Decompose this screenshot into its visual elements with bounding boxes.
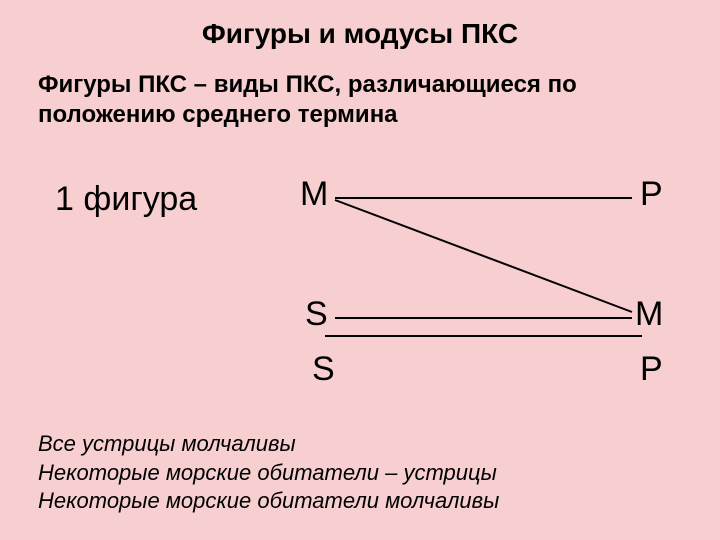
term-row2-right: M: [635, 295, 663, 334]
term-row1-left: M: [300, 175, 328, 214]
figure-label: 1 фигура: [55, 180, 197, 219]
page-title: Фигуры и модусы ПКС: [0, 18, 720, 50]
term-concl-left: S: [312, 350, 335, 389]
example-block: Все устрицы молчаливы Некоторые морские …: [38, 430, 499, 516]
term-concl-right: P: [640, 350, 663, 389]
term-row2-left: S: [305, 295, 328, 334]
example-line-1: Все устрицы молчаливы: [38, 430, 499, 459]
diagonal-line: [335, 200, 632, 312]
subtitle: Фигуры ПКС – виды ПКС, различающиеся по …: [38, 70, 678, 130]
example-line-2: Некоторые морские обитатели – устрицы: [38, 459, 499, 488]
term-row1-right: P: [640, 175, 663, 214]
example-line-3: Некоторые морские обитатели молчаливы: [38, 487, 499, 516]
